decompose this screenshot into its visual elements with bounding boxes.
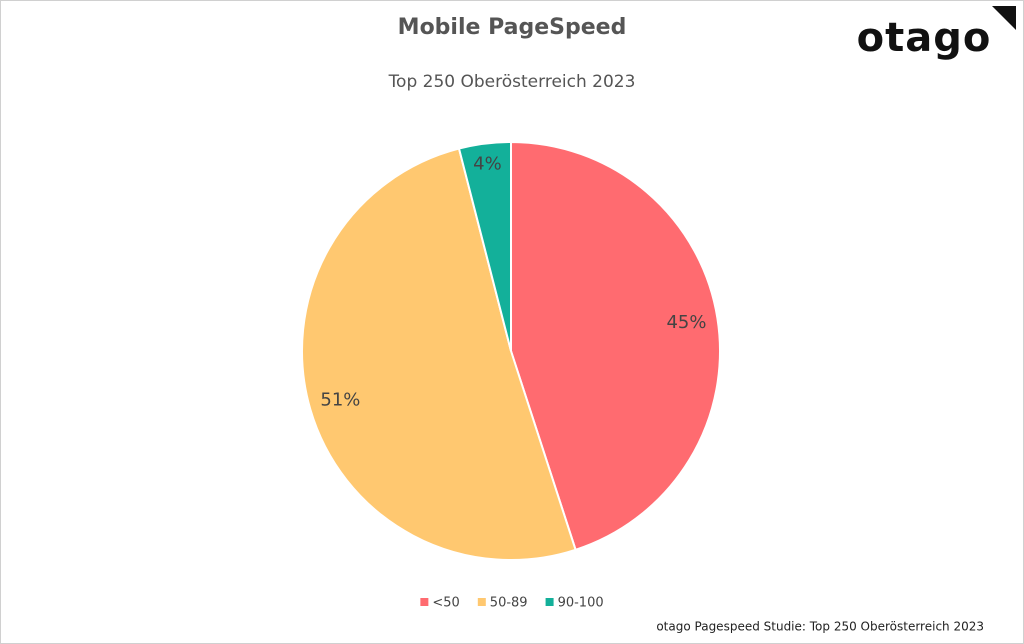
pie-slice — [457, 140, 512, 352]
legend-swatch — [545, 598, 554, 606]
logo-corner — [992, 6, 1016, 30]
chart-title: Mobile PageSpeed — [398, 15, 627, 40]
value-label: 45% — [666, 312, 706, 333]
logo: otago — [857, 15, 992, 61]
pie-slice — [510, 140, 721, 552]
value-label: 51% — [320, 390, 360, 411]
legend-label: 90-100 — [558, 596, 604, 611]
pie-slice — [301, 147, 577, 561]
source-note: otago Pagespeed Studie: Top 250 Oberöste… — [656, 620, 984, 634]
legend-label: 50-89 — [490, 596, 528, 611]
legend-swatch — [420, 598, 429, 606]
legend-swatch — [477, 598, 486, 606]
legend-label: <50 — [432, 596, 459, 611]
value-label: 4% — [473, 153, 502, 174]
chart-subtitle: Top 250 Oberösterreich 2023 — [388, 72, 636, 92]
